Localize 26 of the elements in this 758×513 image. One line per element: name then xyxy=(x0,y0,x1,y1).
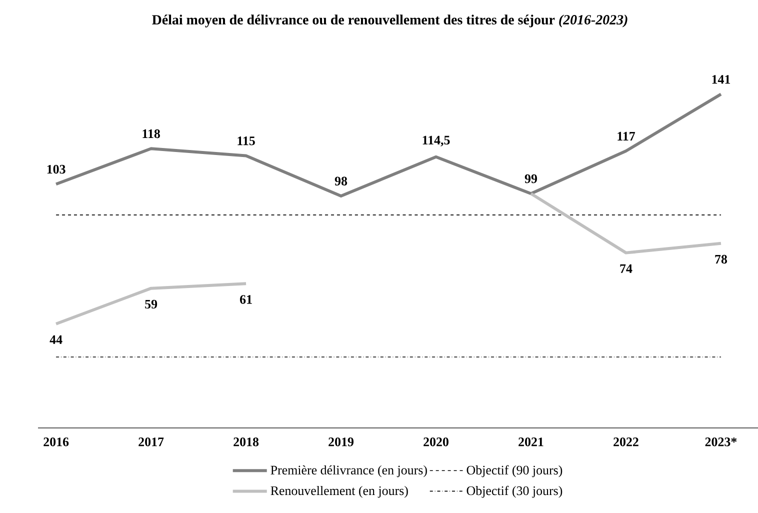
data-label: 118 xyxy=(142,129,160,138)
data-label: 141 xyxy=(712,75,730,84)
data-label: 44 xyxy=(50,335,62,344)
data-label: 74 xyxy=(620,264,632,273)
x-tick-label: 2023* xyxy=(705,438,737,446)
legend-label: Objectif (30 jours) xyxy=(466,486,562,498)
data-label: 117 xyxy=(618,132,636,140)
x-tick-label: 2022 xyxy=(614,438,638,446)
legend-label: Première délivrance (en jours) xyxy=(270,465,427,478)
data-label: 103 xyxy=(47,164,66,174)
x-tick-label: 2017 xyxy=(138,438,164,446)
data-label: 78 xyxy=(715,254,728,264)
legend-label: Objectif (90 jours) xyxy=(466,465,562,478)
data-label: 98 xyxy=(334,176,348,186)
data-label: 114,5 xyxy=(422,136,450,146)
x-tick-label: 2016 xyxy=(44,438,69,446)
x-tick-label: 2018 xyxy=(234,438,259,446)
x-tick-label: 2020 xyxy=(424,438,448,446)
data-label: 59 xyxy=(145,300,158,309)
x-tick-label: 2019 xyxy=(328,438,354,446)
chart-title: Délai moyen de délivrance ou de renouvellement des titres de séjour (2016-2023) xyxy=(152,14,628,28)
data-label: 61 xyxy=(240,295,252,304)
data-label: 115 xyxy=(238,136,255,146)
x-tick-label: 2021 xyxy=(518,438,544,446)
data-label: 99 xyxy=(524,174,538,184)
legend-label: Renouvellement (en jours) xyxy=(270,486,408,498)
